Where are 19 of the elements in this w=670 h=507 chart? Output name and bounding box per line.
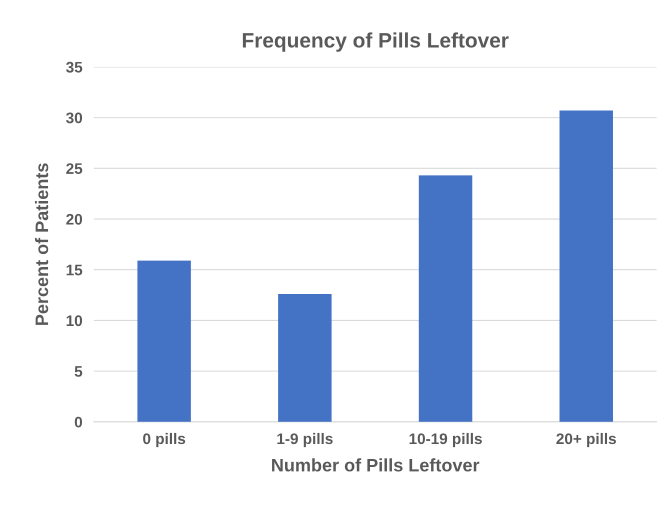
y-tick-label: 5 (74, 366, 82, 377)
y-tick-label: 15 (66, 264, 82, 276)
x-tick-label: 1-9 pills (277, 432, 333, 448)
y-tick-label: 35 (66, 62, 82, 73)
bar (278, 294, 332, 422)
y-axis-title: Percent of Patients (34, 163, 48, 325)
y-tick-label: 0 (74, 416, 82, 428)
x-axis-title: Number of Pills Leftover (272, 458, 480, 472)
x-tick-label: 20+ pills (556, 432, 616, 448)
y-tick-label: 10 (66, 315, 82, 326)
bar (137, 260, 191, 422)
chart-title: Frequency of Pills Leftover (242, 32, 509, 52)
y-tick-label: 20 (66, 214, 82, 225)
y-tick-label: 25 (66, 163, 82, 174)
bar (560, 110, 613, 422)
x-tick-label: 10-19 pills (410, 432, 482, 448)
y-tick-label: 30 (66, 112, 82, 124)
x-tick-label: 0 pills (143, 432, 186, 448)
bar (418, 175, 472, 422)
